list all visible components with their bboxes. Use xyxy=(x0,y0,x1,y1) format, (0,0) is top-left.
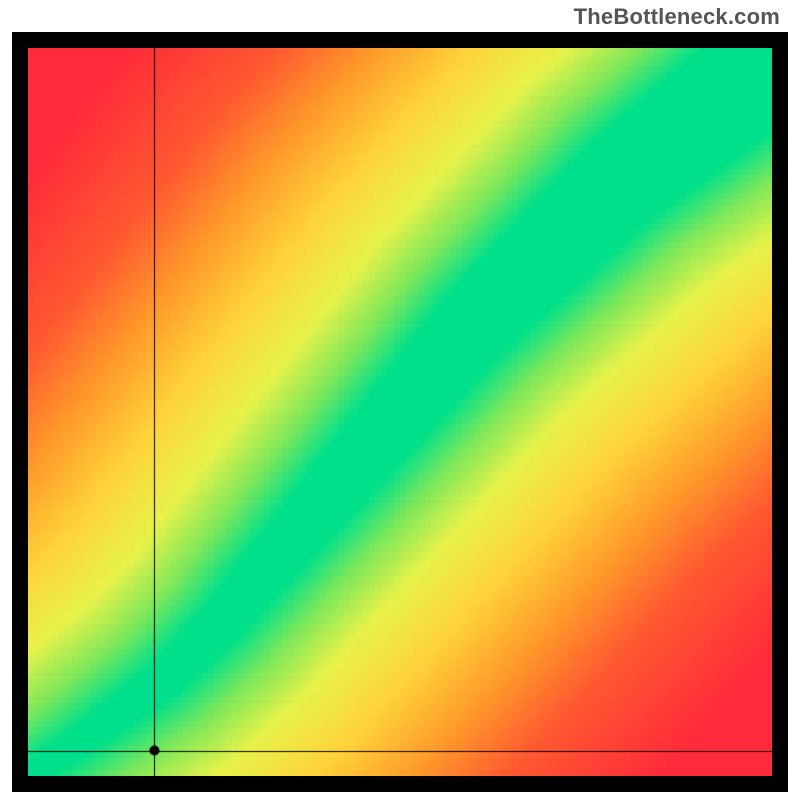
chart-frame xyxy=(12,32,788,792)
chart-container: TheBottleneck.com xyxy=(0,0,800,800)
watermark-text: TheBottleneck.com xyxy=(574,4,780,30)
crosshair-overlay xyxy=(28,48,772,776)
